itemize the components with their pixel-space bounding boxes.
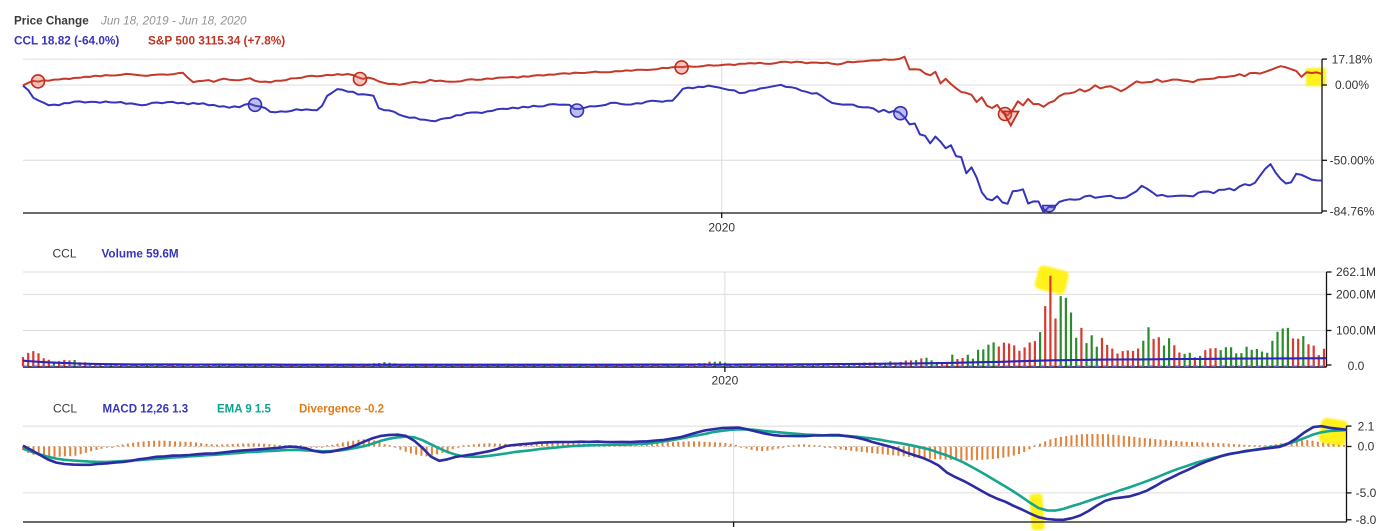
svg-text:Price Change: Price Change — [14, 15, 89, 28]
svg-text:0.0: 0.0 — [1348, 359, 1365, 373]
svg-text:2020: 2020 — [712, 374, 739, 388]
svg-text:262.1M: 262.1M — [1336, 265, 1376, 279]
svg-text:-84.76%: -84.76% — [1330, 205, 1375, 219]
svg-text:2.1: 2.1 — [1358, 419, 1375, 433]
svg-text:-8.0: -8.0 — [1356, 513, 1377, 527]
svg-text:S&P 500 3115.34 (+7.8%): S&P 500 3115.34 (+7.8%) — [148, 33, 285, 47]
svg-text:Divergence -0.2: Divergence -0.2 — [299, 404, 384, 416]
svg-text:200.0M: 200.0M — [1336, 288, 1376, 302]
svg-text:CCL 18.82 (-64.0%): CCL 18.82 (-64.0%) — [14, 33, 119, 47]
svg-text:2020: 2020 — [708, 221, 735, 235]
svg-text:0.00%: 0.00% — [1335, 78, 1369, 92]
svg-text:17.18%: 17.18% — [1332, 52, 1373, 66]
svg-text:-5.0: -5.0 — [1356, 486, 1377, 500]
svg-text:CCL: CCL — [53, 247, 77, 261]
svg-text:EMA 9 1.5: EMA 9 1.5 — [217, 404, 272, 416]
svg-text:-50.00%: -50.00% — [1330, 154, 1375, 168]
svg-text:100.0M: 100.0M — [1336, 324, 1376, 338]
svg-text:Volume 59.6M: Volume 59.6M — [102, 248, 179, 261]
svg-text:MACD 12,26 1.3: MACD 12,26 1.3 — [103, 404, 189, 416]
svg-text:Jun 18, 2019 - Jun 18, 2020: Jun 18, 2019 - Jun 18, 2020 — [100, 15, 247, 28]
svg-text:CCL: CCL — [53, 402, 77, 416]
svg-text:0.0: 0.0 — [1358, 440, 1375, 454]
